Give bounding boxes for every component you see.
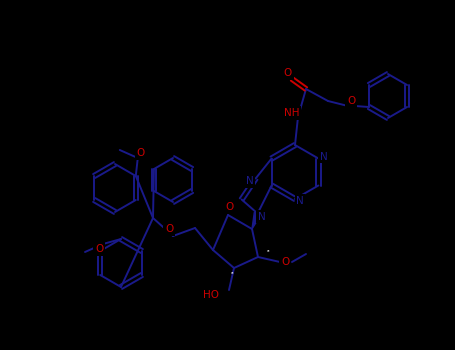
- Text: N: N: [258, 211, 265, 222]
- Text: O: O: [281, 257, 289, 267]
- Text: O: O: [136, 148, 145, 158]
- Text: O: O: [284, 68, 292, 78]
- Text: N: N: [246, 176, 253, 187]
- Text: O: O: [347, 96, 355, 106]
- Text: O: O: [165, 224, 173, 234]
- Text: '': '': [266, 249, 270, 255]
- Text: HO: HO: [203, 290, 219, 300]
- Text: N: N: [296, 196, 304, 206]
- Text: O: O: [95, 244, 103, 254]
- Text: O: O: [226, 202, 234, 212]
- Text: '': '': [230, 271, 234, 277]
- Text: NH: NH: [284, 108, 300, 118]
- Text: N: N: [319, 152, 327, 161]
- Polygon shape: [252, 212, 261, 229]
